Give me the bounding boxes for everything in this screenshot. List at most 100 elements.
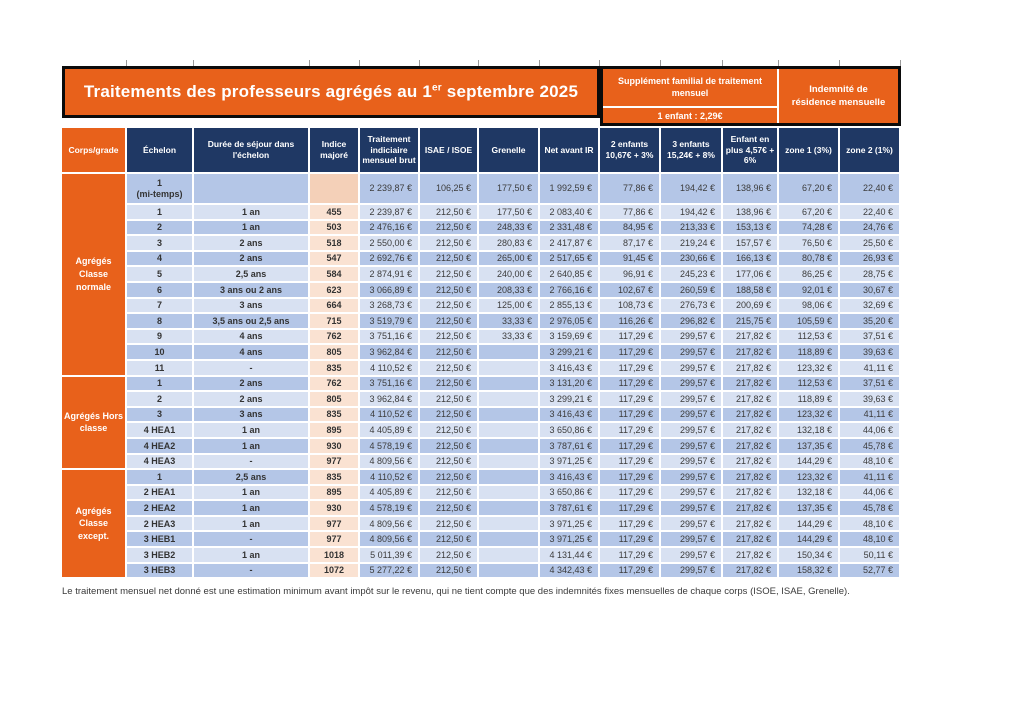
cell-grenelle: [479, 485, 540, 502]
cell-brut: 3 751,16 €: [360, 376, 420, 393]
cell-isae: 212,50 €: [420, 329, 479, 346]
cell-enf2: 77,86 €: [600, 174, 661, 205]
cell-enf2: 108,73 €: [600, 298, 661, 315]
group-label: Agrégés Hors classe: [62, 376, 127, 471]
cell-enfant-plus: 200,69 €: [723, 298, 779, 315]
cell-isae: 212,50 €: [420, 407, 479, 424]
grid-tick: [62, 60, 127, 66]
cell-isae: 212,50 €: [420, 298, 479, 315]
cell-duree: 2 ans: [194, 376, 310, 393]
cell-zone2: 41,11 €: [840, 470, 901, 486]
cell-duree: 1 an: [194, 205, 310, 221]
col-header-indice: Indice majoré: [310, 128, 360, 174]
cell-duree: [194, 174, 310, 205]
cell-indice: 895: [310, 423, 360, 439]
cell-enf2: 117,29 €: [600, 563, 661, 580]
cell-zone1: 98,06 €: [779, 298, 840, 315]
column-header-row: Corps/grade Échelon Durée de séjour dans…: [62, 128, 902, 174]
cell-indice: 455: [310, 205, 360, 221]
cell-enfant-plus: 217,82 €: [723, 548, 779, 564]
cell-echelon: 6: [127, 282, 194, 299]
cell-isae: 106,25 €: [420, 174, 479, 205]
cell-enf2: 117,29 €: [600, 345, 661, 361]
grid-tick: [779, 60, 840, 66]
cell-brut: 3 751,16 €: [360, 329, 420, 346]
column-headers: Échelon Durée de séjour dans l'échelon I…: [127, 128, 901, 174]
cell-isae: 212,50 €: [420, 205, 479, 221]
cell-isae: 212,50 €: [420, 438, 479, 455]
cell-duree: -: [194, 454, 310, 471]
cell-zone2: 28,75 €: [840, 267, 901, 283]
grid-tick: [310, 60, 360, 66]
cell-brut: 4 809,56 €: [360, 516, 420, 533]
cell-isae: 212,50 €: [420, 532, 479, 549]
cell-enf3: 276,73 €: [661, 298, 723, 315]
cell-enf3: 299,57 €: [661, 423, 723, 439]
col-header-grenelle: Grenelle: [479, 128, 540, 174]
cell-zone1: 118,89 €: [779, 345, 840, 361]
cell-zone1: 132,18 €: [779, 423, 840, 439]
cell-zone1: 67,20 €: [779, 205, 840, 221]
cell-echelon: 1: [127, 205, 194, 221]
cell-enf3: 299,57 €: [661, 454, 723, 471]
cell-enf2: 117,29 €: [600, 376, 661, 393]
cell-duree: 1 an: [194, 438, 310, 455]
cell-zone1: 144,29 €: [779, 516, 840, 533]
cell-isae: 212,50 €: [420, 516, 479, 533]
table-row: 1 (mi-temps) 2 239,87 €106,25 €177,50 €1 …: [127, 174, 902, 205]
cell-indice: 895: [310, 485, 360, 502]
cell-enf2: 117,29 €: [600, 485, 661, 502]
table-group: Agrégés Hors classe 1 2 ans 762 3 751,16 €21…: [62, 376, 902, 471]
cell-duree: 2 ans: [194, 392, 310, 408]
cell-zone2: 44,06 €: [840, 485, 901, 502]
col-header-enf2: 2 enfants 10,67€ + 3%: [600, 128, 661, 174]
cell-net: 2 766,16 €: [540, 282, 600, 299]
cell-enf2: 117,29 €: [600, 532, 661, 549]
cell-enfant-plus: 217,82 €: [723, 516, 779, 533]
cell-indice: 623: [310, 282, 360, 299]
cell-net: 2 640,85 €: [540, 267, 600, 283]
grid-tick: [420, 60, 479, 66]
cell-enf3: 299,57 €: [661, 501, 723, 517]
cell-zone1: 132,18 €: [779, 485, 840, 502]
cell-isae: 212,50 €: [420, 501, 479, 517]
cell-isae: 212,50 €: [420, 563, 479, 580]
cell-enf3: 260,59 €: [661, 282, 723, 299]
family-supplement-title: Supplément familial de traitement mensue…: [617, 75, 763, 98]
cell-grenelle: 265,00 €: [479, 251, 540, 268]
cell-enf3: 213,33 €: [661, 220, 723, 237]
cell-grenelle: 280,83 €: [479, 236, 540, 252]
cell-net: 3 971,25 €: [540, 516, 600, 533]
cell-enf3: 299,57 €: [661, 392, 723, 408]
table-row: 8 3,5 ans ou 2,5 ans 715 3 519,79 €212,50 €…: [127, 314, 902, 330]
cell-duree: 3 ans ou 2 ans: [194, 282, 310, 299]
cell-enf3: 194,42 €: [661, 174, 723, 205]
grid-ticks: [62, 60, 902, 66]
cell-enfant-plus: 157,57 €: [723, 236, 779, 252]
cell-echelon: 3 HEB1: [127, 532, 194, 549]
cell-enf3: 296,82 €: [661, 314, 723, 330]
cell-net: 3 299,21 €: [540, 392, 600, 408]
cell-enf2: 117,29 €: [600, 470, 661, 486]
cell-enf2: 117,29 €: [600, 501, 661, 517]
cell-enf3: 219,24 €: [661, 236, 723, 252]
cell-indice: 1018: [310, 548, 360, 564]
cell-duree: -: [194, 563, 310, 580]
cell-grenelle: [479, 376, 540, 393]
cell-indice: 805: [310, 345, 360, 361]
table-row: 2 HEA2 1 an 930 4 578,19 €212,50 € 3 787,61 …: [127, 501, 902, 517]
cell-net: 3 787,61 €: [540, 438, 600, 455]
cell-enfant-plus: 217,82 €: [723, 532, 779, 549]
cell-net: 3 971,25 €: [540, 532, 600, 549]
cell-zone2: 37,51 €: [840, 376, 901, 393]
cell-net: 3 299,21 €: [540, 345, 600, 361]
cell-zone2: 52,77 €: [840, 563, 901, 580]
cell-echelon: 2 HEA3: [127, 516, 194, 533]
cell-isae: 212,50 €: [420, 236, 479, 252]
col-header-zone1: zone 1 (3%): [779, 128, 840, 174]
cell-enf3: 245,23 €: [661, 267, 723, 283]
cell-grenelle: 248,33 €: [479, 220, 540, 237]
